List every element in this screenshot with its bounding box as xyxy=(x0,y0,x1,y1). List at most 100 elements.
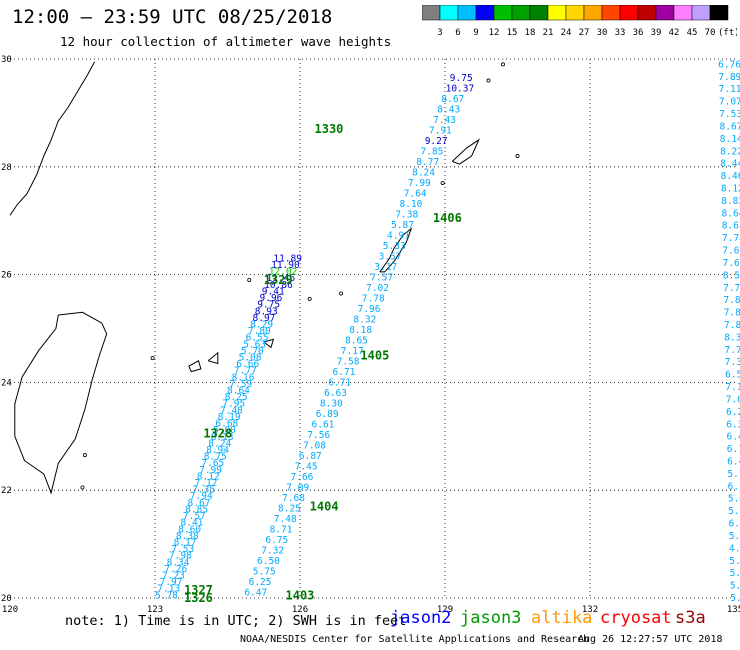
wave-height-label: 7.48 xyxy=(274,514,297,525)
wave-height-label: 6.68 xyxy=(215,419,238,430)
wave-height-label: 8.77 xyxy=(416,157,439,168)
wave-height-label: 8.24 xyxy=(208,438,231,449)
wave-height-label: 8.34 xyxy=(167,557,190,568)
coastline xyxy=(451,138,480,165)
wave-height-label: 8.10 xyxy=(400,199,423,210)
island xyxy=(339,291,344,296)
lon-tick-label: 126 xyxy=(292,605,308,615)
wave-height-label: 8.19 xyxy=(218,412,241,423)
wave-height-label: 7.85 xyxy=(421,146,444,157)
map-title: 12:00 – 23:59 UTC 08/25/2018 xyxy=(12,6,333,28)
wave-height-label: 3.57 xyxy=(379,252,402,263)
pass-number-label: 1330 xyxy=(315,122,344,136)
wave-height-label: 6.75 xyxy=(265,535,288,546)
wave-height-label: 8.55 xyxy=(723,270,740,281)
island xyxy=(150,356,155,361)
wave-height-label: 7.59 xyxy=(229,379,252,390)
wave-height-label: 11.46 xyxy=(267,273,296,284)
lat-tick-label: 24 xyxy=(1,378,12,388)
wave-height-label: 8.97 xyxy=(253,313,276,324)
wave-height-label: 7.38 xyxy=(395,209,418,220)
wave-height-label: 8.25 xyxy=(225,392,248,403)
island xyxy=(486,78,491,83)
wave-height-label: 8.64 xyxy=(722,208,740,219)
wave-height-label: 7.32 xyxy=(261,546,284,557)
wave-height-label: 7.57 xyxy=(370,273,393,284)
wave-height-label: 8.67 xyxy=(441,94,464,105)
coastline xyxy=(14,311,108,495)
wave-height-label: 7.43 xyxy=(433,115,456,126)
wave-height-label: 8.12 xyxy=(197,471,220,482)
wave-height-label: 7.96 xyxy=(358,304,381,315)
lat-tick-label: 28 xyxy=(1,163,12,173)
wave-height-label: 7.95 xyxy=(222,399,245,410)
wave-height-label: 6.66 xyxy=(236,359,259,370)
island xyxy=(515,154,520,159)
wave-height-label: 7.98 xyxy=(169,551,192,562)
wave-height-label: 8.18 xyxy=(349,325,372,336)
island xyxy=(500,62,505,67)
legend-s3a: s3a xyxy=(675,608,706,628)
wave-height-label: 7.57 xyxy=(183,511,206,522)
color-scale-label: 42 xyxy=(669,28,680,38)
wave-height-label: 5.19 xyxy=(729,531,740,542)
color-scale-label: 12 xyxy=(489,28,500,38)
wave-height-label: 5.70 xyxy=(241,346,264,357)
coastline xyxy=(263,338,275,349)
lat-tick-label: 20 xyxy=(1,594,12,604)
wave-height-label: 10.37 xyxy=(446,83,475,94)
wave-height-label: 7.12 xyxy=(195,478,218,489)
wave-height-label: 6.76 xyxy=(718,59,740,70)
wave-height-label: 8.43 xyxy=(437,104,460,115)
color-scale-label: 24 xyxy=(561,28,572,38)
wave-height-label: 5.63 xyxy=(243,339,266,350)
wave-height-label: 5.78 xyxy=(155,590,178,601)
wave-height-label: 8.16 xyxy=(232,372,255,383)
legend-cryosat: cryosat xyxy=(600,608,672,628)
wave-height-label: 7.64 xyxy=(404,188,427,199)
credit-line: NOAA/NESDIS Center for Satellite Applica… xyxy=(240,634,590,645)
wave-height-label: 7.26 xyxy=(164,564,187,575)
wave-height-label: 6.15 xyxy=(728,481,740,492)
wave-height-label: 6.26 xyxy=(726,407,740,418)
wave-height-label: 7.77 xyxy=(234,366,257,377)
wave-height-label: 7.15 xyxy=(725,382,740,393)
wave-height-label: 7.11 xyxy=(719,84,740,95)
wave-height-label: 6.47 xyxy=(244,588,267,599)
wave-height-label: 11.89 xyxy=(273,253,302,264)
wave-height-label: 7.94 xyxy=(190,491,213,502)
wave-height-label: 6.89 xyxy=(316,409,339,420)
wave-height-label: 7.99 xyxy=(199,465,222,476)
wave-height-label: 3.17 xyxy=(374,262,397,273)
wave-height-label: 7.78 xyxy=(722,233,740,244)
wave-height-label: 5.33 xyxy=(383,241,406,252)
wave-height-label: 4.93 xyxy=(729,543,740,554)
wave-height-label: 7.17 xyxy=(341,346,364,357)
wave-height-label: 6.25 xyxy=(249,577,272,588)
pass-number-label: 1327 xyxy=(184,583,213,597)
lon-tick-label: 132 xyxy=(582,605,598,615)
color-scale-label: 30 xyxy=(597,28,608,38)
wave-height-label: 7.56 xyxy=(307,430,330,441)
wave-height-label: 8.32 xyxy=(353,315,376,326)
wave-height-label: 7.02 xyxy=(366,283,389,294)
wave-height-label: 7.65 xyxy=(201,458,224,469)
wave-height-label: 7.76 xyxy=(725,345,740,356)
wave-height-label: 6.13 xyxy=(727,444,740,455)
wave-height-label: 8.64 xyxy=(227,386,250,397)
wave-height-label: 8.29 xyxy=(250,320,273,331)
lon-tick-label: 123 xyxy=(147,605,163,615)
color-scale-label: 21 xyxy=(543,28,554,38)
wave-height-label: 5.47 xyxy=(730,581,740,592)
wave-height-label: 6.50 xyxy=(257,556,280,567)
wave-height-label: 6.49 xyxy=(727,457,740,468)
wave-height-label: 6.87 xyxy=(299,451,322,462)
wave-height-label: 5.62 xyxy=(729,556,740,567)
wave-height-label: 9.41 xyxy=(262,287,285,298)
color-scale-unit: (ft) xyxy=(718,28,737,38)
wave-height-label: 5.87 xyxy=(391,220,414,231)
pass-number-label: 1326 xyxy=(184,591,213,605)
wave-height-label: 8.38 xyxy=(176,531,199,542)
wave-height-label: 8.65 xyxy=(345,336,368,347)
pass-number-label: 1328 xyxy=(203,427,232,441)
